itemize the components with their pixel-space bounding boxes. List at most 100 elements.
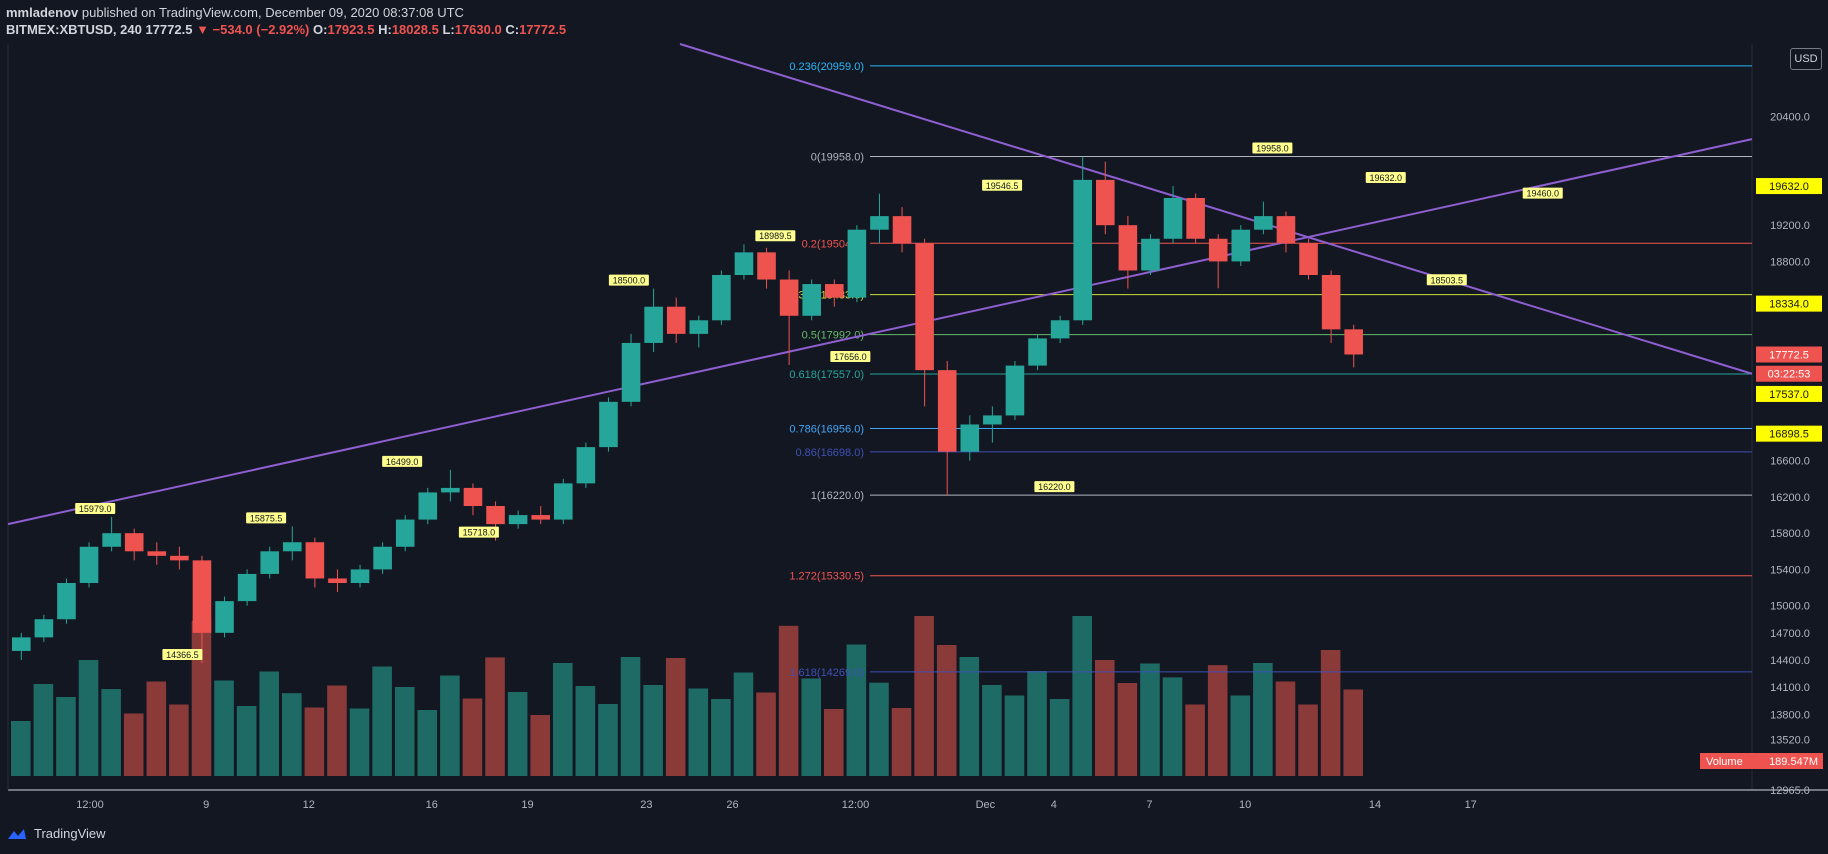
candle-body xyxy=(373,546,392,570)
price-point-label: 16220.0 xyxy=(1038,482,1071,492)
price-tick: 16600.0 xyxy=(1770,456,1810,468)
fib-level-label: 1.618(14269.0) xyxy=(789,667,864,679)
volume-bar xyxy=(123,713,144,776)
tradingview-logo-icon xyxy=(8,828,26,839)
price-point-label: 19460.0 xyxy=(1526,189,1559,199)
currency-badge[interactable]: USD xyxy=(1790,48,1822,70)
author-name[interactable]: mmladenov xyxy=(6,5,79,20)
volume-bar xyxy=(1004,695,1025,776)
volume-value: 189.547M xyxy=(1769,756,1818,768)
candle-body xyxy=(508,515,528,525)
candle-body xyxy=(215,601,234,633)
candle-body xyxy=(1028,338,1047,366)
price-axis-label-bg xyxy=(1756,365,1822,382)
price-point-label: 15979.0 xyxy=(79,504,112,514)
time-tick: 9 xyxy=(203,799,209,811)
volume-bar xyxy=(394,687,415,776)
volume-bar xyxy=(485,657,505,776)
volume-bar xyxy=(236,706,257,776)
volume-bar xyxy=(688,688,709,776)
volume-bar xyxy=(869,682,889,776)
volume-label-bg xyxy=(1700,753,1823,769)
candle-body xyxy=(712,275,731,321)
candle-body xyxy=(983,415,1002,425)
time-tick: 12:00 xyxy=(76,799,104,811)
volume-bar xyxy=(327,685,347,776)
time-tick: Dec xyxy=(976,799,996,811)
candle-body xyxy=(328,578,347,584)
price-axis-label: 17537.0 xyxy=(1769,389,1809,401)
price-axis-label: 19632.0 xyxy=(1769,181,1809,193)
price-point-label-bg xyxy=(246,512,287,524)
candle-body xyxy=(960,424,980,452)
candle-body xyxy=(757,252,776,280)
candle-body xyxy=(1186,198,1205,239)
volume-bar xyxy=(575,686,596,776)
price-tick: 19200.0 xyxy=(1770,220,1810,232)
price-point-label: 16499.0 xyxy=(386,457,419,467)
volume-bar xyxy=(417,710,438,776)
volume-bar xyxy=(11,721,31,776)
candle-body xyxy=(621,342,641,402)
volume-bar xyxy=(1298,704,1318,776)
candle-body xyxy=(486,506,505,525)
symbol-label[interactable]: BITMEX:XBTUSD, 240 xyxy=(6,22,142,37)
volume-bar xyxy=(1117,683,1138,776)
volume-bar xyxy=(1140,663,1160,776)
price-point-label: 18500.0 xyxy=(613,276,646,286)
candle-body xyxy=(779,279,799,316)
volume-bar xyxy=(801,678,821,776)
price-point-label-bg xyxy=(162,649,203,661)
footer: TradingView xyxy=(6,826,106,841)
ohlc-line: BITMEX:XBTUSD, 240 17772.5 ▼ −534.0 (−2.… xyxy=(6,21,566,38)
candle-body xyxy=(395,519,415,547)
price-axis-label-bg xyxy=(1756,346,1822,363)
volume-bar xyxy=(643,685,663,776)
price-point-label: 17656.0 xyxy=(834,352,867,362)
time-tick: 14 xyxy=(1369,799,1381,811)
candle-body xyxy=(644,306,663,343)
candle-body xyxy=(1096,179,1115,226)
open-value: 17923.5 xyxy=(327,22,375,37)
volume-bar xyxy=(169,704,189,776)
time-tick: 17 xyxy=(1465,799,1477,811)
candle-body xyxy=(283,542,302,552)
low-value: 17630.0 xyxy=(454,22,502,37)
candle-body xyxy=(1276,216,1296,244)
candle-body xyxy=(1163,198,1183,239)
price-tick: 15400.0 xyxy=(1770,564,1810,576)
volume-bar xyxy=(440,675,460,776)
low-label: L: xyxy=(442,22,455,37)
candle-body xyxy=(937,370,957,452)
candle-body xyxy=(260,551,279,574)
candle-body xyxy=(554,483,573,520)
fib-level-label: 1.272(15330.5) xyxy=(789,571,864,583)
candle-body xyxy=(305,542,325,579)
close-label: C: xyxy=(505,22,520,37)
volume-bar xyxy=(1072,616,1092,776)
volume-bar xyxy=(959,657,980,776)
volume-bar xyxy=(507,692,528,776)
volume-bar xyxy=(349,708,370,776)
volume-bar xyxy=(1049,699,1070,776)
volume-bar xyxy=(259,671,279,776)
price-point-label-bg xyxy=(982,179,1023,191)
price-point-label: 15718.0 xyxy=(463,528,496,538)
volume-bar xyxy=(846,644,867,776)
candle-body xyxy=(418,492,438,520)
time-tick: 10 xyxy=(1239,799,1251,811)
price-tick: 12965.0 xyxy=(1770,785,1810,797)
time-tick: 4 xyxy=(1051,799,1057,811)
fib-level-label: 0.236(20959.0) xyxy=(789,61,864,73)
candle-body xyxy=(915,243,934,371)
candle-body xyxy=(576,447,596,484)
time-tick: 16 xyxy=(426,799,438,811)
brand-label[interactable]: TradingView xyxy=(34,826,106,841)
volume-bar xyxy=(462,698,483,776)
volume-bar xyxy=(146,681,167,776)
time-tick: 19 xyxy=(521,799,533,811)
fib-level-label: 0.618(17557.0) xyxy=(789,369,864,381)
candle-body xyxy=(689,320,709,334)
volume-bar xyxy=(372,666,392,776)
